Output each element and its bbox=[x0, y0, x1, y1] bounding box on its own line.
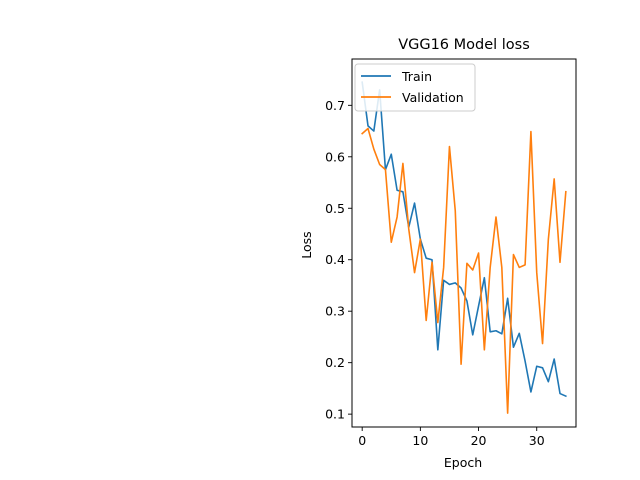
x-axis: 0 10 20 30 bbox=[358, 427, 545, 448]
chart-title: VGG16 Model loss bbox=[398, 37, 530, 53]
y-tick-label: 0.6 bbox=[325, 149, 345, 164]
series-line-train bbox=[361, 81, 567, 398]
x-axis-label: Epoch bbox=[444, 455, 482, 470]
y-axis-label: Loss bbox=[299, 231, 314, 258]
x-tick-label: 30 bbox=[529, 433, 545, 448]
y-axis: 0.1 0.2 0.3 0.4 0.5 0.6 0.7 bbox=[325, 98, 352, 422]
x-tick-label: 10 bbox=[412, 433, 428, 448]
series-layer bbox=[361, 81, 567, 414]
y-tick-label: 0.7 bbox=[325, 98, 345, 113]
y-tick-label: 0.3 bbox=[325, 304, 345, 319]
y-tick-label: 0.4 bbox=[325, 252, 345, 267]
y-tick-label: 0.5 bbox=[325, 201, 345, 216]
legend-label-train: Train bbox=[401, 69, 432, 84]
axes-frame bbox=[351, 58, 577, 428]
y-tick-label: 0.1 bbox=[325, 407, 345, 422]
legend-label-validation: Validation bbox=[402, 90, 464, 105]
y-tick-label: 0.2 bbox=[325, 355, 345, 370]
x-tick-label: 20 bbox=[471, 433, 487, 448]
legend: Train Validation bbox=[354, 63, 476, 112]
x-tick-label: 0 bbox=[358, 433, 366, 448]
series-line-validation bbox=[361, 127, 567, 414]
